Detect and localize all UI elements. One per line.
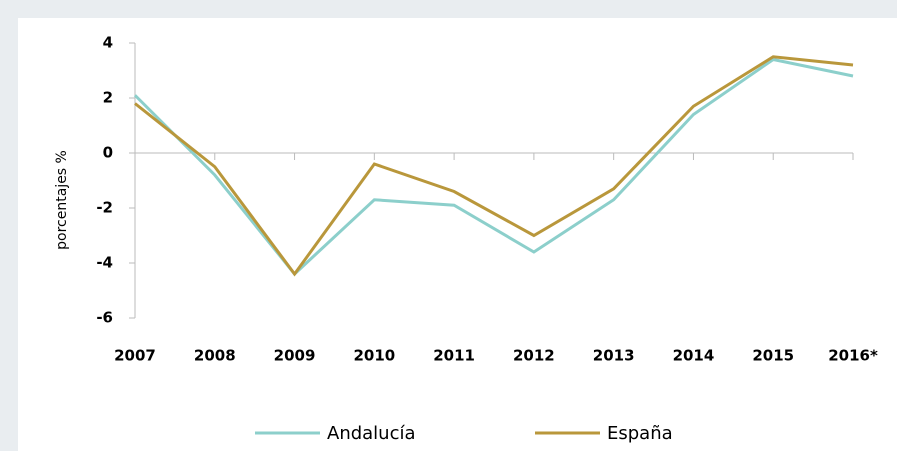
y-axis-label: porcentajes %	[54, 150, 70, 250]
x-tick-label: 2010	[353, 347, 395, 365]
legend-label: España	[607, 423, 673, 444]
x-tick-label: 2007	[114, 347, 156, 365]
y-tick-label: -2	[96, 199, 113, 217]
series-line	[133, 57, 854, 277]
x-tick-label: 2008	[194, 347, 236, 365]
legend-label: Andalucía	[327, 423, 416, 444]
x-tick-label: 2014	[673, 347, 715, 365]
x-tick-label: 2011	[433, 347, 475, 365]
series-line	[134, 55, 854, 277]
y-tick-label: 0	[103, 144, 113, 162]
x-tick-label: 2009	[274, 347, 316, 365]
x-tick-label: 2013	[593, 347, 635, 365]
chart-panel	[18, 18, 897, 451]
y-tick-label: -4	[96, 254, 113, 272]
x-tick-label: 2012	[513, 347, 555, 365]
y-tick-label: 2	[103, 89, 113, 107]
x-tick-label: 2016*	[828, 347, 878, 365]
x-tick-label: 2015	[752, 347, 794, 365]
y-tick-label: 4	[103, 34, 113, 52]
y-tick-label: -6	[96, 309, 113, 327]
